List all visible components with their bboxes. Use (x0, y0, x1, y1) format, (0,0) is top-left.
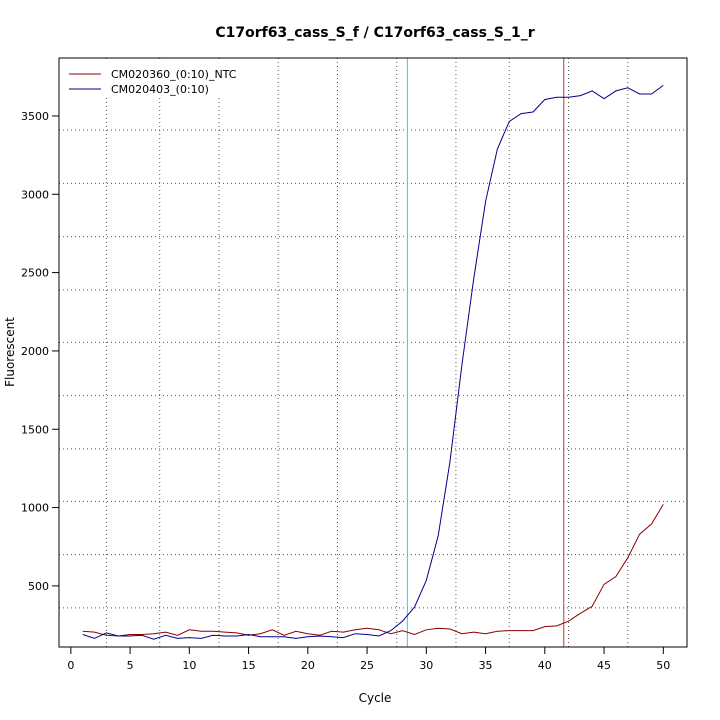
y-axis-label: Fluorescent (3, 317, 17, 387)
legend: CM020360_(0:10)_NTC CM020403_(0:10) (61, 60, 261, 98)
y-tick-label: 1000 (21, 502, 49, 515)
series-line-2 (82, 84, 664, 640)
x-tick-label: 25 (360, 659, 374, 672)
legend-label-1: CM020360_(0:10)_NTC (111, 68, 237, 81)
y-tick-label: 1500 (21, 423, 49, 436)
y-axis: 500 1000 1500 2000 2500 3000 3500 (21, 110, 60, 593)
y-tick-label: 500 (28, 580, 49, 593)
x-tick-label: 15 (242, 659, 256, 672)
x-tick-label: 40 (538, 659, 552, 672)
x-tick-label: 45 (597, 659, 611, 672)
x-axis-label: Cycle (359, 691, 392, 705)
chart-title: C17orf63_cass_S_f / C17orf63_cass_S_1_r (215, 25, 534, 41)
x-axis: 0 5 10 15 20 25 30 35 40 45 50 (67, 646, 670, 672)
series-line-1 (82, 504, 664, 637)
x-tick-label: 20 (301, 659, 315, 672)
y-tick-label: 3000 (21, 188, 49, 201)
threshold-lines (406, 58, 565, 647)
x-tick-label: 5 (127, 659, 134, 672)
x-tick-label: 35 (479, 659, 493, 672)
y-tick-label: 2000 (21, 345, 49, 358)
legend-box (61, 60, 261, 98)
plot-frame (58, 57, 688, 648)
x-tick-label: 10 (182, 659, 196, 672)
series-lines (82, 84, 664, 640)
grid (59, 58, 687, 647)
legend-label-2: CM020403_(0:10) (111, 83, 209, 96)
x-tick-label: 30 (419, 659, 433, 672)
y-tick-label: 3500 (21, 110, 49, 123)
x-tick-label: 50 (656, 659, 670, 672)
y-tick-label: 2500 (21, 267, 49, 280)
x-tick-label: 0 (67, 659, 74, 672)
